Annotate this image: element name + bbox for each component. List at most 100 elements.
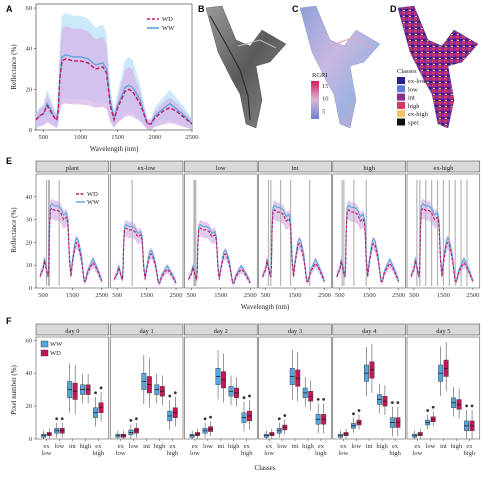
facet-xtick-label: low xyxy=(426,443,436,450)
facet-xtick-label: high xyxy=(80,443,92,450)
facet-xtick-label: low xyxy=(55,443,65,450)
facet-xtick-label: 1500 xyxy=(66,292,79,299)
facet-xtick-label: int xyxy=(143,443,150,450)
panel-label-f: F xyxy=(6,316,12,326)
class-label-ex-high: ex-high xyxy=(408,111,429,118)
panel-e-xlabel: Wavelength (nm) xyxy=(241,303,290,311)
panel-e-legend-wd-label: WD xyxy=(87,191,98,198)
facet-strip-label: ex-low xyxy=(138,165,156,172)
panel-label-c: C xyxy=(292,4,299,14)
facet-xtick-label: ex xyxy=(192,443,199,450)
facet-strip-label: day 1 xyxy=(139,328,153,335)
facet-xtick-label: high xyxy=(315,450,327,457)
box-outlier-WW xyxy=(242,396,246,400)
class-swatch-int xyxy=(397,93,405,101)
panel-e-ytick-label: 30 xyxy=(26,217,33,224)
panel-f-legend-ww-swatch xyxy=(40,340,49,348)
facet-xtick-label: 1500 xyxy=(363,292,376,299)
class-label-ex-low: ex-low xyxy=(408,78,426,85)
facet-xtick-label: high xyxy=(154,443,166,450)
facet-xtick-label: high xyxy=(376,443,388,450)
box-outlier-WW xyxy=(55,417,59,421)
panel-c-rgri-image: RGRI 5 10 15 xyxy=(299,5,381,129)
facet-xtick-label: int xyxy=(217,443,224,450)
facet-wd-line xyxy=(336,209,400,282)
facet-strip xyxy=(184,323,258,336)
box-outlier-WW xyxy=(129,419,133,422)
facet-panel-frame xyxy=(184,336,258,440)
class-swatch-low xyxy=(397,85,405,93)
panel-a-xtick-label: 1000 xyxy=(74,134,87,141)
facet-strip xyxy=(258,160,332,173)
facet-xtick-label: 2500 xyxy=(466,292,479,299)
facet-xtick-label: 2500 xyxy=(392,292,405,299)
rgri-colorbar-tick: 5 xyxy=(322,108,325,115)
panel-e-ylabel: Reflectance (%) xyxy=(10,207,18,253)
facet-strip-label: low xyxy=(216,165,226,172)
box-outlier-WD xyxy=(396,401,400,405)
facet-xtick-label: high xyxy=(451,443,463,450)
rgri-colorbar-title: RGRI xyxy=(312,72,328,79)
facet-xtick-label: high xyxy=(241,450,253,457)
box-outlier-WD xyxy=(209,415,212,419)
facet-xtick-label: 1500 xyxy=(214,292,227,299)
facet-xtick-label: int xyxy=(366,443,373,450)
facet-xtick-label: low xyxy=(338,450,348,457)
facet-strip xyxy=(406,323,481,336)
facet-xtick-label: 2500 xyxy=(95,292,108,299)
facet-xtick-label: ex xyxy=(118,443,125,450)
facet-xtick-label: low xyxy=(116,450,126,457)
facet-xtick-label: 500 xyxy=(335,292,345,299)
panel-f-legend-wd-label: WD xyxy=(50,350,61,357)
facet-variability-band xyxy=(188,219,251,286)
panel-e-legend-ww-label: WW xyxy=(87,199,100,206)
facet-xtick-label: 500 xyxy=(409,292,419,299)
box-outlier-WD xyxy=(173,391,177,395)
facet-strip-label: plant xyxy=(66,165,79,172)
facet-xtick-label: low xyxy=(277,443,287,450)
facet-xtick-label: low xyxy=(190,450,200,457)
class-label-high: high xyxy=(408,103,420,110)
facet-xtick-label: 1500 xyxy=(437,292,450,299)
panel-a-xtick-label: 1500 xyxy=(111,134,124,141)
panel-a-xlabel: Wavelength (nm) xyxy=(90,145,139,153)
facet-strip xyxy=(406,160,481,173)
facet-xtick-label: low xyxy=(413,450,423,457)
facet-strip xyxy=(332,160,406,173)
facet-xtick-label: 500 xyxy=(261,292,271,299)
box-outlier-WD xyxy=(357,409,361,412)
panel-f-ytick-label: 0 xyxy=(29,436,32,443)
panel-label-b: B xyxy=(198,4,205,14)
facet-strip-label: day 0 xyxy=(65,328,79,335)
facet-strip xyxy=(35,160,110,173)
facet-wd-line xyxy=(410,207,474,282)
box-outlier-WD xyxy=(431,405,435,409)
facet-xtick-label: high xyxy=(464,450,476,457)
box-outlier-WW xyxy=(203,417,207,421)
facet-xtick-label: 500 xyxy=(38,292,48,299)
facet-xtick-label: high xyxy=(302,443,314,450)
panel-f-xlabel: Classes xyxy=(255,464,276,472)
facet-xtick-label: 2500 xyxy=(244,292,257,299)
class-label-int: int xyxy=(408,95,415,102)
class-label-spec: spec xyxy=(408,120,420,127)
wd-variability-band xyxy=(36,25,192,130)
class-swatch-high xyxy=(397,101,405,109)
facet-wd-line xyxy=(39,207,103,282)
panel-f-ytick-label: 20 xyxy=(26,403,33,410)
rgri-colorbar xyxy=(311,81,319,119)
facet-xtick-label: 500 xyxy=(112,292,122,299)
panel-e-ytick-label: 0 xyxy=(29,285,32,292)
facet-xtick-label: ex xyxy=(266,443,273,450)
facet-panel-frame xyxy=(109,336,184,440)
facet-strip-label: day 5 xyxy=(436,328,450,335)
facet-xtick-label: int xyxy=(69,443,76,450)
facet-ww-line xyxy=(262,204,325,282)
facet-wd-line xyxy=(187,227,251,284)
facet-xtick-label: ex xyxy=(95,443,102,450)
facet-xtick-label: low xyxy=(203,443,213,450)
facet-variability-band xyxy=(336,200,399,285)
rgri-colorbar-tick: 10 xyxy=(322,96,329,103)
facet-wd-line xyxy=(262,209,325,282)
